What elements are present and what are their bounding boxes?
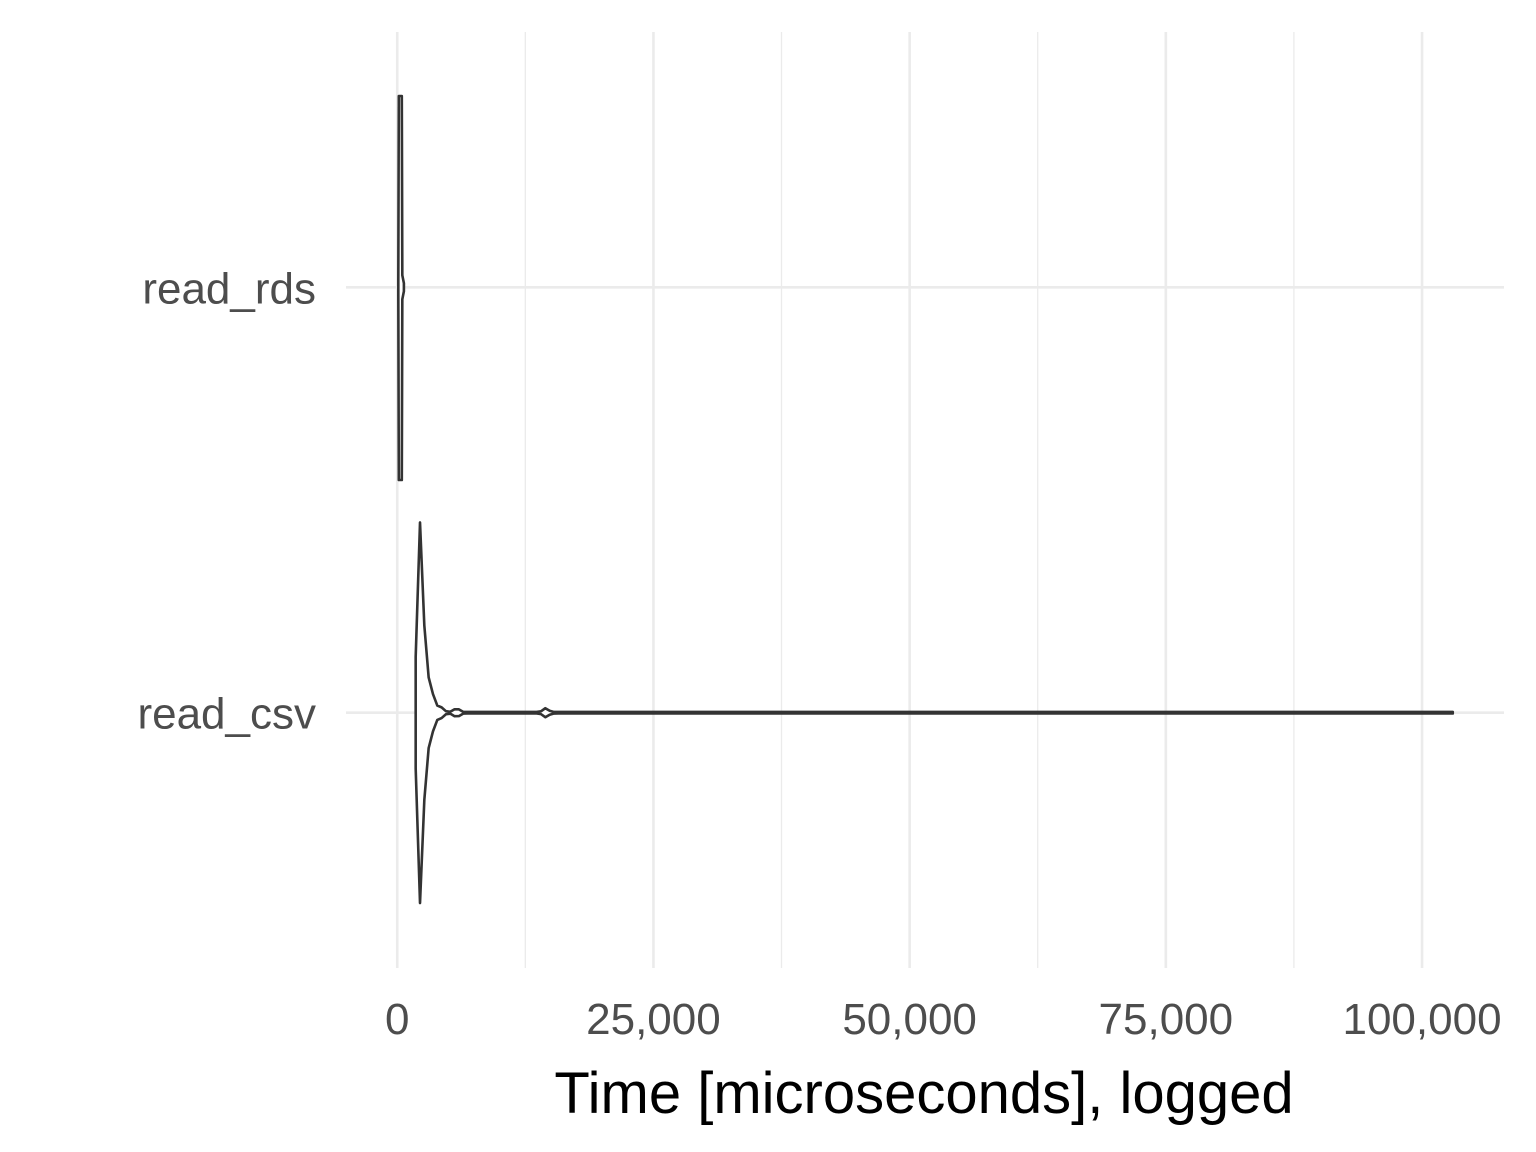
x-tick-label: 100,000 bbox=[1342, 995, 1501, 1044]
y-tick-label: read_rds bbox=[142, 264, 316, 313]
x-tick-label: 0 bbox=[385, 995, 409, 1044]
violins bbox=[397, 94, 1455, 905]
grid-lines bbox=[346, 32, 1504, 968]
violin-read_rds bbox=[397, 94, 406, 482]
y-tick-label: read_csv bbox=[137, 690, 316, 739]
violin-read_csv bbox=[414, 521, 1455, 905]
x-axis-labels: 0 25,000 50,000 75,000 100,000 bbox=[385, 995, 1502, 1044]
violin-outline bbox=[397, 94, 406, 482]
x-tick-label: 75,000 bbox=[1099, 995, 1234, 1044]
x-axis-title: Time [microseconds], logged bbox=[554, 1061, 1293, 1126]
x-tick-label: 25,000 bbox=[586, 995, 721, 1044]
violin-outline bbox=[414, 521, 1455, 905]
x-tick-label: 50,000 bbox=[842, 995, 977, 1044]
y-axis-labels: read_rds read_csv bbox=[137, 264, 316, 738]
